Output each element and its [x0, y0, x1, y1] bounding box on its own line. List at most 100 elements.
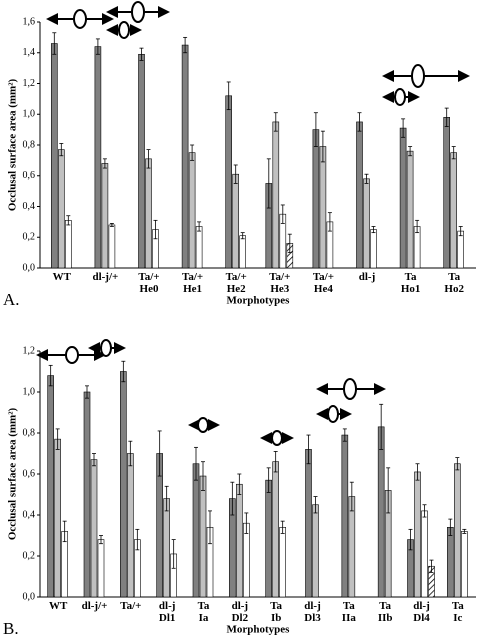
error-bar: [201, 461, 205, 491]
bar: [461, 531, 468, 598]
bar: [108, 224, 116, 269]
error-bar: [386, 467, 391, 514]
x-tick-label: Ta/+ He1: [182, 271, 204, 295]
y-tick-label: 1,6: [23, 16, 36, 27]
bar: [272, 121, 280, 269]
y-axis-label: Occlusal surface area (mm²): [7, 79, 19, 212]
bar: [188, 152, 196, 269]
error-bar: [364, 173, 369, 184]
x-axis-label: Morphotypes: [227, 295, 291, 307]
bar: [127, 453, 134, 598]
bar: [65, 220, 72, 269]
bar: [120, 371, 127, 598]
error-bar: [109, 223, 114, 227]
bar: [370, 229, 377, 269]
y-tick-label: 1,2: [23, 78, 36, 89]
error-bar: [135, 528, 140, 551]
arrows: [36, 1, 470, 446]
error-bar: [59, 143, 64, 157]
bar: [138, 53, 145, 269]
error-bar: [240, 232, 245, 240]
error-bar: [244, 512, 249, 534]
error-bar: [273, 451, 278, 473]
bar: [341, 434, 349, 598]
y-tick-label: 1,0: [23, 109, 36, 120]
x-tick-label: Ta/+ He2: [225, 271, 247, 295]
bar: [192, 463, 200, 598]
bar: [236, 483, 243, 598]
error-bar: [190, 144, 195, 161]
error-bar: [66, 215, 71, 226]
error-bar: [429, 559, 434, 573]
x-tick-label: Ta/+ He4: [312, 271, 334, 295]
error-bar: [287, 233, 292, 254]
error-bar: [48, 364, 53, 387]
error-bar: [102, 158, 107, 169]
bar: [399, 127, 407, 269]
error-bar: [306, 434, 311, 465]
bar: [97, 539, 105, 598]
error-bar: [194, 446, 198, 481]
bar: [406, 150, 414, 269]
bar: [94, 46, 102, 269]
bar: [57, 149, 65, 269]
error-bar: [462, 528, 467, 534]
bar: [450, 152, 458, 269]
error-bar: [266, 467, 271, 493]
error-bar: [342, 428, 347, 442]
error-bar: [320, 130, 325, 163]
bar: [265, 479, 272, 598]
bar: [457, 230, 465, 269]
error-bar: [164, 485, 169, 512]
bar: [101, 163, 109, 269]
bar: [181, 44, 189, 269]
panel-label: A.: [3, 290, 20, 309]
y-tick-label: 1,4: [23, 47, 36, 58]
error-bar: [157, 430, 162, 477]
error-bar: [230, 481, 235, 516]
error-bar: [280, 204, 285, 224]
error-bar: [92, 453, 96, 467]
y-tick-label: 0,4: [23, 201, 36, 212]
bar: [54, 438, 61, 598]
error-bar: [121, 360, 126, 383]
bar: [454, 463, 461, 598]
y-tick-label: 1,0: [23, 386, 36, 397]
error-bar: [408, 528, 413, 551]
error-bar: [273, 112, 278, 132]
y-tick-label: 0,0: [23, 262, 36, 273]
y-tick-label: 0,0: [23, 591, 36, 602]
bar: [272, 461, 279, 598]
y-tick-label: 0,6: [23, 170, 36, 181]
error-bar: [52, 32, 57, 55]
y-tick-label: 0,2: [23, 550, 36, 561]
x-tick-label: Ta IIb: [377, 600, 393, 624]
x-tick-label: Ta/+ He3: [269, 271, 291, 295]
error-bar: [139, 47, 144, 61]
error-bar: [415, 219, 420, 234]
error-bar: [458, 226, 463, 237]
x-tick-label: Ta/+ He0: [138, 271, 160, 295]
error-bar: [233, 164, 238, 184]
bar: [377, 426, 385, 598]
y-tick-label: 0,6: [23, 468, 36, 479]
x-tick-label: Ta Ia: [197, 600, 210, 624]
x-tick-label: dl-j: [358, 271, 376, 283]
x-tick-label: Ta Ic: [451, 600, 464, 624]
error-bar: [95, 38, 100, 55]
x-tick-label: dl-j/+: [92, 271, 119, 283]
error-bar: [85, 385, 89, 399]
error-bar: [371, 226, 376, 234]
error-bar: [197, 221, 202, 232]
error-bar: [444, 107, 449, 127]
y-tick-label: 0,4: [23, 509, 36, 520]
x-axis-label: Morphotypes: [227, 624, 291, 636]
error-bar: [171, 539, 176, 569]
bar: [356, 121, 363, 269]
y-tick-label: 0,2: [23, 232, 36, 243]
bar: [199, 475, 207, 598]
error-bar: [62, 520, 67, 543]
x-tick-label: dl-j Dl1: [158, 600, 176, 624]
